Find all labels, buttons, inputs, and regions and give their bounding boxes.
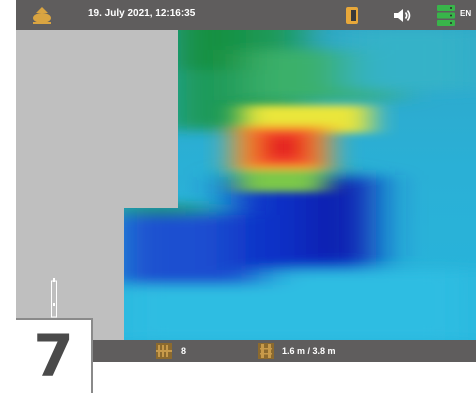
- status-bar: 19. July 2021, 12:16:35 EN: [16, 0, 476, 30]
- language-selector[interactable]: EN: [460, 9, 472, 18]
- scan-view: [16, 30, 476, 340]
- device-logo-icon: [33, 7, 51, 24]
- info-bar: 8 1.6 m / 3.8 m: [16, 340, 476, 362]
- scan-lines-icon: [156, 343, 172, 359]
- scan-lines-count: 8: [181, 346, 187, 356]
- storage-icon[interactable]: [437, 5, 455, 26]
- battery-icon[interactable]: [346, 7, 358, 24]
- probe-position-icon: [51, 278, 57, 318]
- scan-dimensions: 1.6 m / 3.8 m: [282, 346, 336, 356]
- date-time: 19. July 2021, 12:16:35: [88, 8, 196, 19]
- device-screen: 19. July 2021, 12:16:35 EN: [16, 0, 476, 362]
- ground-scan-image: [124, 30, 476, 340]
- step-number-badge: 7: [16, 318, 93, 393]
- step-number: 7: [33, 322, 74, 390]
- ruler-icon: [258, 343, 274, 359]
- volume-icon[interactable]: [394, 8, 412, 23]
